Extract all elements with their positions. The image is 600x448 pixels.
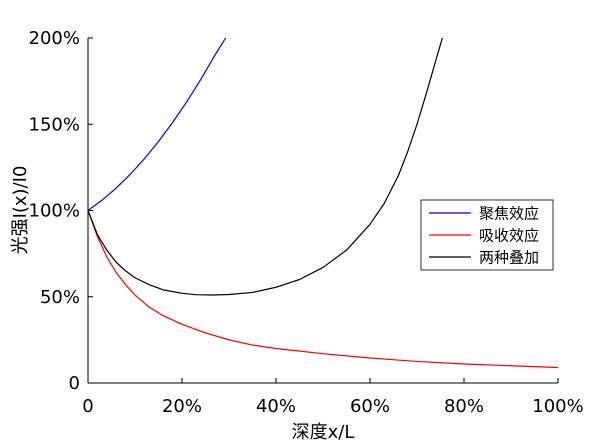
series-line-2 — [88, 210, 558, 369]
series-layer — [88, 38, 558, 369]
x-tick-label: 60% — [350, 396, 390, 417]
x-tick-label: 0 — [82, 396, 93, 417]
y-tick-label: 200% — [29, 28, 80, 49]
x-tick-label: 80% — [444, 396, 484, 417]
legend-label: 聚焦效应 — [479, 205, 539, 223]
legend-label: 两种叠加 — [479, 249, 539, 267]
legend-label: 吸收效应 — [479, 227, 539, 245]
series-line-1 — [88, 38, 227, 211]
x-axis-title: 深度x/L — [292, 422, 355, 443]
y-axis-title: 光强I(x)/I0 — [10, 166, 31, 255]
x-axis-ticks: 0 20% 40% 60% 80% 100% — [82, 378, 584, 417]
series-line-3 — [88, 38, 443, 296]
y-tick-label: 100% — [29, 201, 80, 222]
y-tick-label: 150% — [29, 114, 80, 135]
y-axis-ticks: 0 50% 100% 150% 200% — [29, 28, 93, 394]
y-tick-label: 50% — [40, 287, 80, 308]
x-tick-label: 20% — [162, 396, 202, 417]
x-tick-label: 100% — [532, 396, 583, 417]
x-tick-label: 40% — [256, 396, 296, 417]
y-tick-label: 0 — [69, 373, 80, 394]
